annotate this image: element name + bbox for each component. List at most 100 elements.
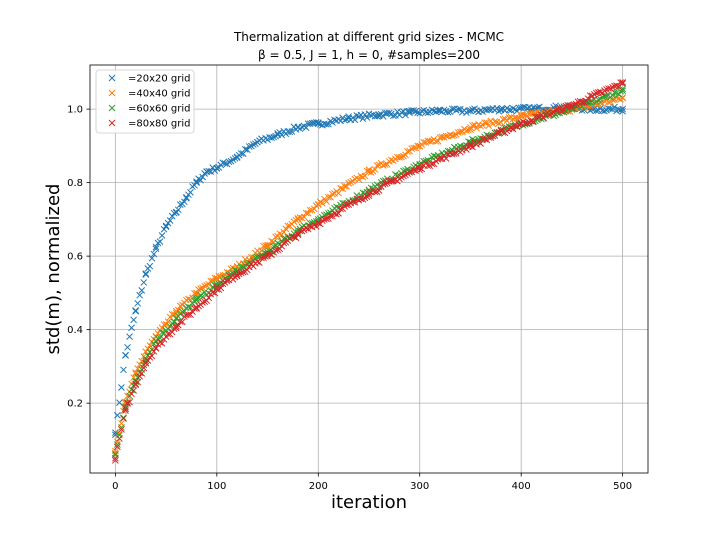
series-marker [333, 210, 340, 218]
series-marker [160, 225, 168, 233]
series-marker [548, 109, 555, 117]
series-marker [452, 149, 460, 157]
series-marker [341, 182, 349, 190]
series-marker [239, 268, 247, 276]
series-marker [509, 125, 517, 133]
series-marker [195, 286, 202, 293]
series-marker [601, 107, 608, 115]
series-marker [201, 288, 208, 296]
series-marker [112, 457, 119, 464]
series-marker [592, 89, 600, 97]
series-marker [162, 222, 170, 230]
series-marker [120, 414, 127, 422]
series-marker [231, 154, 239, 162]
series-marker [134, 378, 142, 386]
series-marker [404, 170, 411, 178]
series-marker [191, 305, 198, 312]
series-marker [249, 141, 257, 148]
series-marker [615, 90, 622, 98]
legend-entries: =20x20 grid =40x40 grid =60x60 grid =80x80 … [108, 74, 191, 130]
series-marker [442, 155, 450, 162]
series-marker [361, 111, 369, 118]
series-marker [266, 241, 273, 249]
series-marker [605, 85, 612, 92]
series-marker [144, 345, 152, 353]
series-marker [373, 112, 381, 120]
series-marker [241, 145, 249, 153]
series-marker [481, 135, 489, 143]
series-marker [564, 102, 572, 109]
series-marker [613, 94, 620, 101]
series-marker [387, 177, 395, 185]
series-marker [128, 390, 135, 398]
series-marker [584, 95, 592, 103]
series-marker [288, 233, 296, 241]
series-marker [456, 128, 464, 136]
y-tick-label: 1.0 [67, 105, 83, 116]
y-tick-label: 0.4 [67, 325, 83, 336]
series-marker [136, 372, 144, 380]
series-1-markers [112, 102, 626, 439]
series-marker [174, 206, 182, 214]
series-marker [544, 111, 551, 119]
series-marker [379, 112, 387, 120]
series-marker [361, 194, 369, 202]
series-marker [519, 103, 527, 111]
series-marker [367, 169, 375, 176]
series-marker [509, 105, 517, 112]
series-marker [371, 188, 379, 196]
series-marker [404, 148, 411, 155]
series-marker [146, 342, 154, 349]
series-marker [337, 184, 344, 192]
series-marker [304, 209, 312, 217]
series-marker [152, 345, 160, 352]
series-marker [465, 107, 472, 115]
series-marker [158, 340, 166, 347]
series-marker [410, 144, 417, 152]
series-marker [229, 270, 237, 277]
series-marker [272, 233, 280, 241]
series-marker [448, 132, 456, 140]
series-marker [325, 120, 332, 128]
series-marker [519, 111, 527, 118]
legend: =20x20 grid =40x40 grid =60x60 grid =80x80 … [95, 69, 195, 134]
series-marker [207, 168, 215, 175]
series-marker [284, 222, 292, 230]
series-marker [428, 160, 436, 168]
series-marker [302, 209, 310, 217]
series-marker [154, 330, 162, 337]
series-marker [211, 274, 219, 282]
series-marker [282, 225, 290, 233]
series-4-markers [112, 79, 626, 464]
series-marker [349, 198, 357, 205]
series-marker [619, 79, 626, 86]
series-marker [327, 212, 334, 220]
series-marker [312, 222, 320, 230]
series-marker [556, 104, 564, 112]
series-marker [162, 321, 170, 328]
series-marker [189, 294, 196, 302]
legend-label: =40x40 grid [128, 89, 191, 100]
series-marker [347, 178, 355, 186]
series-marker [298, 214, 306, 222]
y-tick-label: 0.2 [67, 399, 83, 410]
series-marker [221, 160, 229, 167]
series-marker [296, 227, 304, 235]
series-marker [603, 92, 610, 100]
legend-marker [108, 89, 116, 97]
series-marker [268, 134, 275, 142]
series-marker [570, 101, 578, 108]
series-marker [381, 180, 389, 188]
series-marker [276, 230, 284, 238]
series-marker [400, 167, 407, 175]
series-marker [187, 304, 194, 311]
series-marker [365, 192, 373, 200]
legend-label: =20x20 grid [128, 74, 191, 85]
series-marker [523, 119, 531, 127]
x-axis-label: iteration [331, 492, 407, 513]
series-marker [197, 176, 204, 184]
series-marker [306, 222, 314, 230]
series-marker [116, 431, 123, 439]
series-marker [446, 108, 454, 116]
series-marker [258, 247, 265, 255]
